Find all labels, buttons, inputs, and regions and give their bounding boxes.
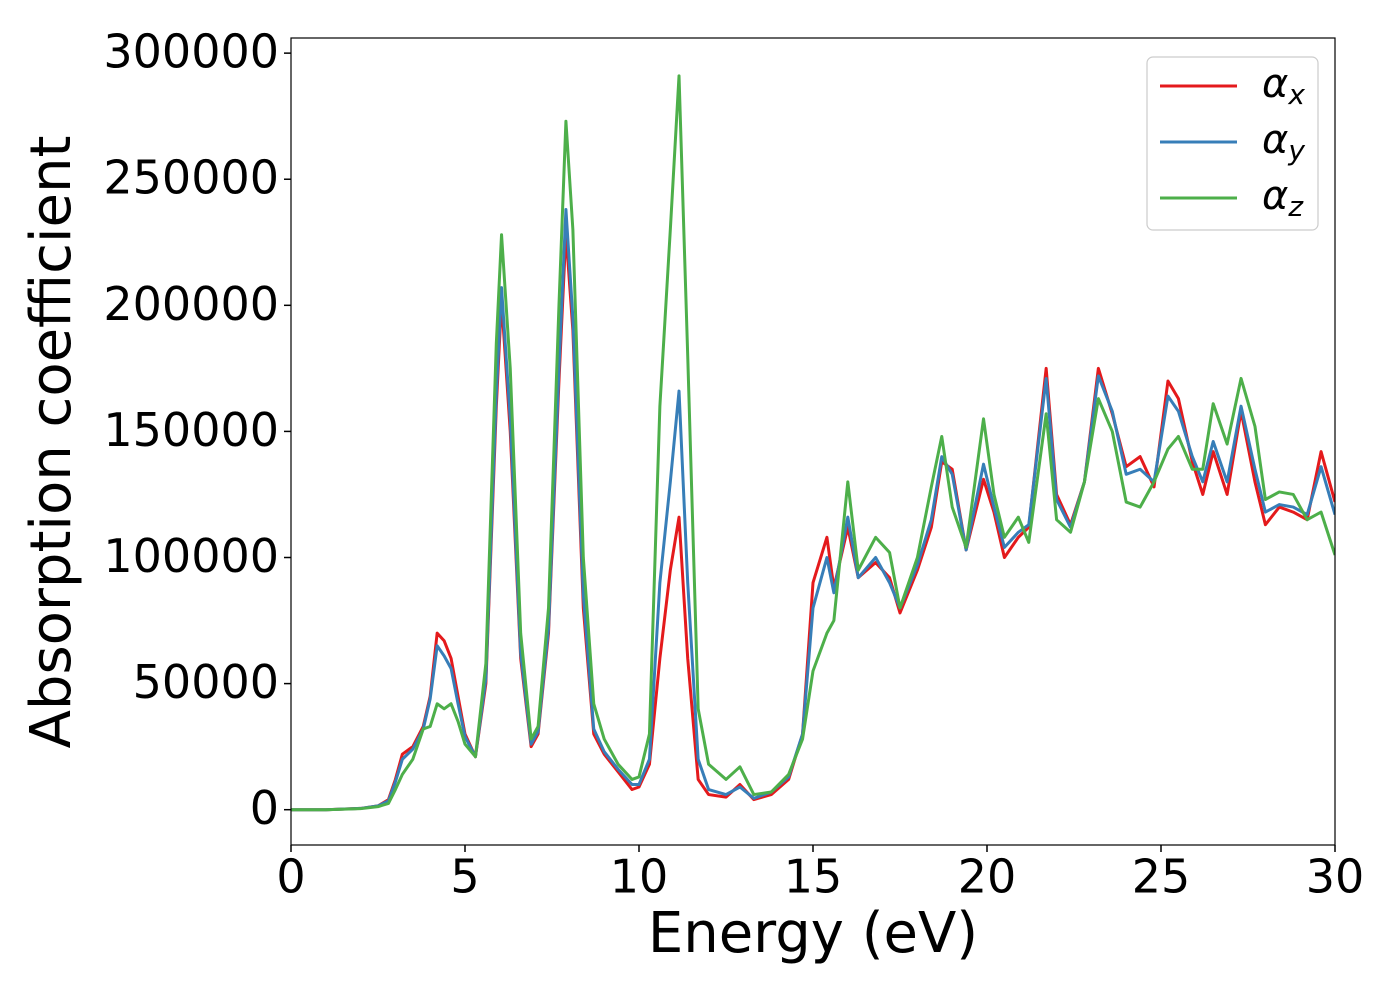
legend-label: αy [1262,117,1305,167]
x-axis-label: Energy (eV) [648,901,978,966]
series-line [291,74,1335,812]
y-tick-label: 150000 [103,403,279,457]
series-line [291,230,1335,812]
y-tick-label: 200000 [103,277,279,331]
y-tick-label: 300000 [103,25,279,79]
x-tick-label: 5 [450,850,479,904]
y-tick-label: 250000 [103,151,279,205]
x-tick-label: 25 [1132,850,1191,904]
y-tick-label: 50000 [133,655,279,709]
series-line [291,207,1335,812]
y-axis-label: Absorption coefficient [19,136,84,749]
y-tick-label: 100000 [103,529,279,583]
x-tick-label: 30 [1306,850,1365,904]
legend: αx αy αz [1146,56,1319,231]
legend-label: αz [1262,173,1304,223]
x-tick-label: 0 [276,850,305,904]
y-tick-label: 0 [250,781,279,835]
legend-label: αx [1262,61,1305,111]
x-tick-label: 10 [610,850,669,904]
x-tick-label: 20 [958,850,1017,904]
x-tick-label: 15 [784,850,843,904]
plot-frame [290,37,1336,846]
